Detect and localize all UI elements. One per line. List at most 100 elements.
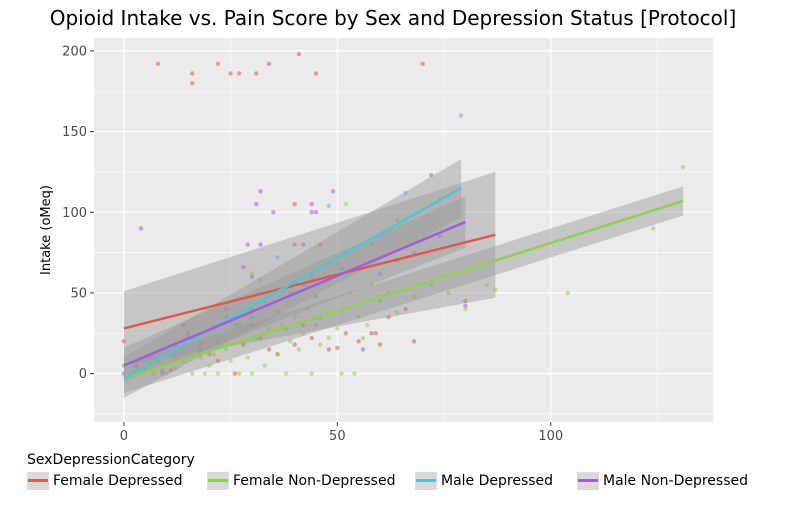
data-point <box>215 358 220 363</box>
axis-ticks: 0 50 100 150 200 0 50 100 <box>62 44 563 444</box>
plot-panel <box>94 38 713 422</box>
data-point <box>360 347 366 352</box>
data-point <box>211 352 216 357</box>
legend: SexDepressionCategory Female Depressed F… <box>27 452 786 498</box>
legend-key <box>415 472 437 490</box>
data-point <box>121 371 127 376</box>
data-point <box>386 314 391 320</box>
data-point <box>189 80 195 86</box>
regression-line <box>123 199 684 380</box>
data-point <box>275 255 280 260</box>
data-point <box>241 342 246 347</box>
data-point <box>330 189 336 194</box>
data-point <box>172 355 178 360</box>
legend-item-male-non-depressed: Male Non-Depressed <box>577 472 748 490</box>
data-point <box>181 322 186 328</box>
chart-title: Opioid Intake vs. Pain Score by Sex and … <box>49 6 737 30</box>
regression-line <box>123 186 462 380</box>
data-point <box>160 371 165 376</box>
data-point <box>318 242 323 247</box>
data-point <box>300 322 306 328</box>
regression-line <box>123 220 466 367</box>
data-point <box>164 371 169 376</box>
data-point <box>283 371 289 376</box>
data-point <box>198 355 203 360</box>
data-point <box>224 306 229 312</box>
legend-items: Female Depressed Female Non-Depressed Ma… <box>27 472 786 498</box>
data-point <box>356 339 361 344</box>
data-point <box>411 293 417 299</box>
data-point <box>420 61 425 67</box>
data-point <box>236 322 242 328</box>
data-point <box>168 368 174 373</box>
data-point <box>224 347 229 352</box>
data-point <box>458 113 464 118</box>
data-point <box>318 342 323 347</box>
data-point <box>121 339 127 344</box>
regression-line <box>123 233 496 330</box>
data-point <box>343 201 349 207</box>
data-point <box>266 347 272 352</box>
data-point <box>215 339 220 344</box>
data-point <box>680 164 686 170</box>
data-point <box>249 322 255 328</box>
data-point <box>565 290 571 296</box>
data-point <box>241 264 246 270</box>
data-point <box>369 331 374 336</box>
data-point <box>189 71 195 76</box>
data-point <box>373 331 378 336</box>
legend-label: Male Depressed <box>441 473 554 489</box>
data-point <box>484 282 489 288</box>
data-point <box>207 352 212 357</box>
data-point <box>151 371 156 376</box>
x-tick-label: 50 <box>329 429 346 444</box>
data-point <box>411 339 417 344</box>
data-point <box>207 363 212 368</box>
data-point <box>228 71 233 76</box>
y-tick-label: 200 <box>62 44 87 59</box>
data-point <box>339 266 344 271</box>
data-point <box>369 282 374 288</box>
data-point <box>245 355 250 360</box>
data-point <box>352 371 357 376</box>
data-point <box>300 242 306 247</box>
data-point <box>249 274 255 279</box>
data-point <box>288 339 293 344</box>
data-point <box>224 314 229 320</box>
y-tick-label: 50 <box>70 286 87 301</box>
data-point <box>300 331 306 336</box>
data-point <box>326 203 331 208</box>
data-point <box>326 347 331 352</box>
data-point <box>258 189 263 194</box>
data-point <box>258 242 263 247</box>
data-point <box>258 277 263 283</box>
legend-key <box>577 472 599 490</box>
regression-lines <box>123 186 684 380</box>
data-point <box>262 363 267 368</box>
data-point <box>245 242 250 247</box>
data-point <box>198 342 203 347</box>
data-point <box>185 331 191 336</box>
data-point <box>343 331 349 336</box>
data-point <box>202 371 208 376</box>
data-point <box>134 364 139 370</box>
data-point <box>377 298 383 304</box>
x-tick-label: 100 <box>538 429 563 444</box>
data-point <box>403 306 408 312</box>
data-point <box>309 210 314 215</box>
legend-title: SexDepressionCategory <box>27 452 195 468</box>
data-point <box>313 322 319 328</box>
data-point <box>377 271 383 276</box>
legend-item-female-depressed: Female Depressed <box>27 472 183 490</box>
data-point <box>275 352 280 357</box>
data-point <box>292 201 297 207</box>
data-point <box>429 172 434 178</box>
data-point <box>296 51 302 57</box>
data-point <box>292 242 297 247</box>
data-point <box>249 314 255 320</box>
data-point <box>254 71 259 76</box>
data-point <box>463 298 468 304</box>
data-point <box>394 310 400 315</box>
data-point <box>313 293 319 299</box>
data-point <box>249 371 255 376</box>
